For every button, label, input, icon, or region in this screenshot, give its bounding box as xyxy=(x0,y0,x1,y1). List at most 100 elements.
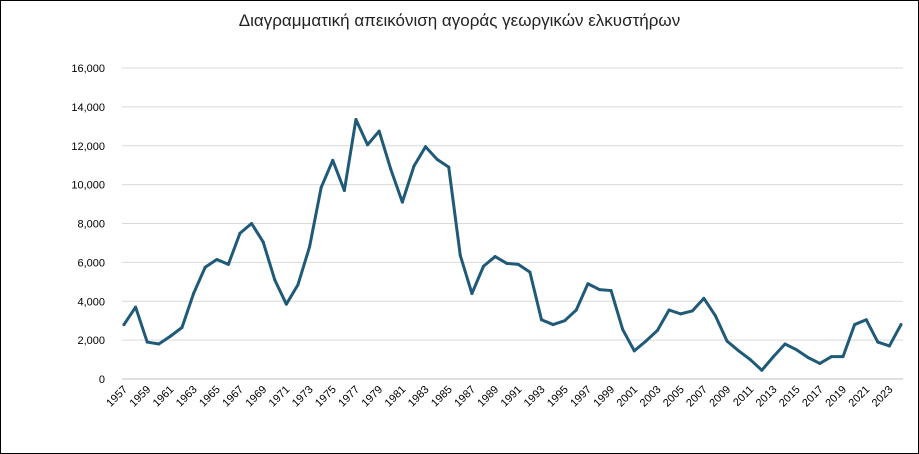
x-tick-label: 1957 xyxy=(104,384,130,410)
data-point-2009 xyxy=(725,339,729,343)
y-tick-label: 14,000 xyxy=(71,102,105,114)
y-tick-label: 12,000 xyxy=(71,141,105,153)
data-point-2019 xyxy=(841,355,845,359)
data-point-1969 xyxy=(261,240,265,244)
data-point-2015 xyxy=(795,348,799,352)
y-tick-label: 0 xyxy=(99,374,105,386)
series-layer xyxy=(122,118,903,372)
data-point-1958 xyxy=(134,305,138,309)
x-tick-label: 1993 xyxy=(522,384,548,410)
data-point-1981 xyxy=(400,200,404,204)
x-tick-label: 2013 xyxy=(754,384,780,410)
x-tick-label: 2021 xyxy=(847,384,873,410)
x-tick-label: 2009 xyxy=(707,384,733,410)
data-point-1967 xyxy=(238,231,242,235)
data-point-2020 xyxy=(853,323,857,327)
x-tick-label: 2005 xyxy=(661,384,687,410)
x-tick-label: 1985 xyxy=(429,384,455,410)
data-point-2011 xyxy=(748,358,752,362)
data-point-1996 xyxy=(574,308,578,312)
x-tick-label: 1959 xyxy=(128,384,154,410)
y-tick-label: 6,000 xyxy=(77,257,105,269)
data-point-2008 xyxy=(713,314,717,318)
x-tick-label: 1995 xyxy=(545,384,571,410)
data-point-1963 xyxy=(192,291,196,295)
data-point-1972 xyxy=(296,283,300,287)
x-tick-label: 1977 xyxy=(336,384,362,410)
x-tick-label: 1969 xyxy=(243,384,269,410)
data-point-1970 xyxy=(273,278,277,282)
data-point-2018 xyxy=(829,355,833,359)
data-point-1993 xyxy=(539,318,543,322)
data-point-2010 xyxy=(737,349,741,353)
data-point-1973 xyxy=(308,245,312,249)
data-point-2017 xyxy=(818,361,822,365)
data-point-1977 xyxy=(354,118,358,122)
data-point-1966 xyxy=(226,262,230,266)
x-tick-label: 1965 xyxy=(197,384,223,410)
data-point-1999 xyxy=(609,289,613,293)
data-point-1995 xyxy=(563,319,567,323)
data-point-1989 xyxy=(493,255,497,259)
data-point-1992 xyxy=(528,270,532,274)
data-point-1961 xyxy=(168,334,172,338)
data-point-1998 xyxy=(597,288,601,292)
data-point-1986 xyxy=(458,254,462,258)
data-point-1979 xyxy=(377,129,381,133)
data-point-1990 xyxy=(505,261,509,265)
data-point-2006 xyxy=(690,309,694,313)
x-tick-label: 1981 xyxy=(383,384,409,410)
data-point-2024 xyxy=(899,323,903,327)
x-tick-label: 1967 xyxy=(220,384,246,410)
data-point-2004 xyxy=(667,308,671,312)
data-point-2003 xyxy=(655,328,659,332)
x-tick-label: 1979 xyxy=(359,384,385,410)
data-point-1988 xyxy=(482,264,486,268)
x-tick-label: 1975 xyxy=(313,384,339,410)
y-tick-label: 16,000 xyxy=(71,63,105,75)
x-tick-label: 1973 xyxy=(290,384,316,410)
data-point-2022 xyxy=(876,340,880,344)
y-axis-ticks: 0 2,000 4,000 6,000 8,000 10,000 12,000 14,000 1… xyxy=(71,63,105,386)
data-point-1957 xyxy=(122,323,126,327)
x-axis-ticks: 1957195919611963196519671969197119731975… xyxy=(104,384,895,410)
data-point-1959 xyxy=(145,340,149,344)
data-point-1984 xyxy=(435,157,439,161)
y-tick-label: 4,000 xyxy=(77,296,105,308)
data-point-1960 xyxy=(157,342,161,346)
chart-title: Διαγραμματική απεικόνιση αγοράς γεωργικώ… xyxy=(238,11,681,30)
x-tick-label: 1997 xyxy=(568,384,594,410)
x-tick-label: 2015 xyxy=(777,384,803,410)
data-point-2023 xyxy=(887,344,891,348)
data-point-2021 xyxy=(864,318,868,322)
data-point-2002 xyxy=(644,339,648,343)
x-tick-label: 1999 xyxy=(591,384,617,410)
x-tick-label: 1987 xyxy=(452,384,478,410)
x-tick-label: 2007 xyxy=(684,384,710,410)
data-point-1965 xyxy=(215,257,219,261)
x-tick-label: 2003 xyxy=(638,384,664,410)
data-point-1976 xyxy=(342,188,346,192)
x-tick-label: 2011 xyxy=(731,384,756,409)
gridlines xyxy=(122,67,903,380)
data-point-2013 xyxy=(771,355,775,359)
x-tick-label: 1961 xyxy=(151,384,177,410)
data-point-1968 xyxy=(250,222,254,225)
data-point-2016 xyxy=(806,356,810,360)
x-tick-label: 2001 xyxy=(615,384,641,410)
data-point-1982 xyxy=(412,164,416,168)
data-point-1997 xyxy=(586,282,590,286)
x-tick-label: 1983 xyxy=(406,384,432,410)
x-tick-label: 1963 xyxy=(174,384,200,410)
data-point-1994 xyxy=(551,323,555,327)
x-tick-label: 2017 xyxy=(800,384,826,410)
series-line-0 xyxy=(122,118,903,372)
data-point-1987 xyxy=(470,291,474,295)
data-point-1975 xyxy=(331,158,335,162)
y-tick-label: 2,000 xyxy=(77,335,105,347)
data-point-2014 xyxy=(783,342,787,346)
data-point-1980 xyxy=(389,167,393,171)
y-tick-label: 10,000 xyxy=(71,180,105,192)
